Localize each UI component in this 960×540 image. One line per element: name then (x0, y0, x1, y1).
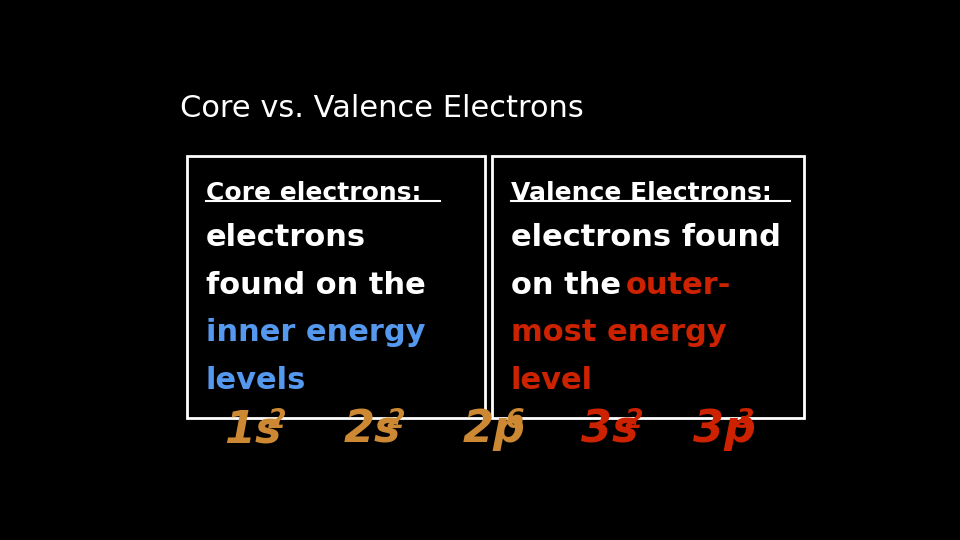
Text: levels: levels (205, 366, 306, 395)
Text: 3: 3 (736, 408, 755, 434)
Text: on the: on the (511, 271, 632, 300)
Text: 3p: 3p (693, 408, 756, 451)
Text: most energy: most energy (511, 319, 726, 347)
Text: 6: 6 (505, 408, 524, 434)
Text: 2: 2 (267, 408, 286, 434)
Text: found on the: found on the (205, 271, 425, 300)
Text: 3s: 3s (581, 408, 638, 451)
Text: Core vs. Valence Electrons: Core vs. Valence Electrons (180, 94, 584, 123)
Text: inner energy: inner energy (205, 319, 425, 347)
Text: outer-: outer- (626, 271, 732, 300)
Bar (187, 156, 485, 418)
Text: 2s: 2s (344, 408, 400, 451)
Text: 1s: 1s (225, 408, 281, 451)
Text: Valence Electrons:: Valence Electrons: (511, 181, 771, 205)
Text: electrons: electrons (205, 223, 366, 252)
Bar (492, 156, 804, 418)
Text: Core electrons:: Core electrons: (205, 181, 420, 205)
Text: electrons found: electrons found (511, 223, 780, 252)
Text: level: level (511, 366, 592, 395)
Text: 2: 2 (386, 408, 405, 434)
Text: 2p: 2p (463, 408, 525, 451)
Text: 2: 2 (624, 408, 643, 434)
